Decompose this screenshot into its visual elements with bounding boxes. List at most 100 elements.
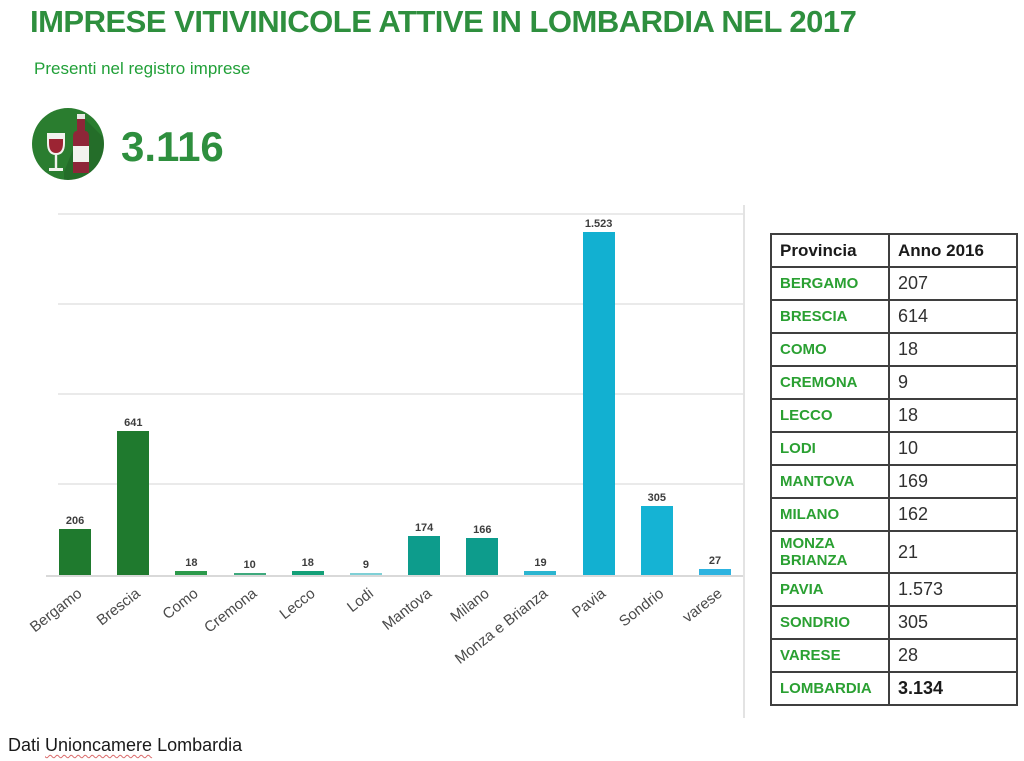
bar-slot-sondrio: 305 Sondrio <box>616 206 686 630</box>
x-axis-label: Milano <box>447 585 493 626</box>
table-header-row: Provincia Anno 2016 <box>770 233 1018 268</box>
table-body: BERGAMO 207 BRESCIA 614 COMO 18 CREMONA 9 LECCO 1… <box>770 266 1018 706</box>
value-cell: 9 <box>888 365 1018 400</box>
bar <box>233 572 266 575</box>
bar-value-label: 1.523 <box>584 218 613 231</box>
table-row: MANTOVA 169 <box>770 464 1018 499</box>
table-row: BRESCIA 614 <box>770 299 1018 334</box>
province-cell: COMO <box>770 332 890 367</box>
bar <box>640 506 673 575</box>
bar-value-label: 305 <box>647 492 666 505</box>
bar-slot-cremona: 10 Cremona <box>201 206 279 636</box>
province-cell: LECCO <box>770 398 890 433</box>
bar <box>698 568 731 575</box>
value-cell: 28 <box>888 638 1018 673</box>
gridline <box>58 393 744 395</box>
bar-value-label: 206 <box>65 514 85 527</box>
value-cell: 18 <box>888 332 1018 367</box>
x-axis-label: Mantova <box>378 585 435 634</box>
gridline <box>58 303 744 305</box>
bar <box>117 430 150 575</box>
bar-value-label: 18 <box>185 556 198 569</box>
bar <box>349 572 382 575</box>
x-axis-label: Lodi <box>343 585 377 616</box>
gridline <box>58 483 744 485</box>
bar-chart-plot: 206 Bergamo 641 Brescia 18 Como 10 Cremona 18 Lec… <box>27 206 744 668</box>
bar-slot-pavia: 1.523 Pavia <box>569 206 628 622</box>
bar <box>59 528 92 575</box>
table-row: LECCO 18 <box>770 398 1018 433</box>
value-cell: 18 <box>888 398 1018 433</box>
x-axis-label: Lecco <box>276 585 319 624</box>
bar-value-label: 174 <box>414 521 434 534</box>
source-note-prefix: Dati <box>8 735 46 755</box>
wine-bottle-shape <box>73 114 89 173</box>
bar-value-label: 166 <box>473 523 492 536</box>
province-table: Provincia Anno 2016 BERGAMO 207 BRESCIA 614… <box>770 233 1018 706</box>
page-title: IMPRESE VITIVINICOLE ATTIVE IN LOMBARDIA… <box>30 4 857 39</box>
value-cell: 21 <box>888 530 1018 574</box>
bar <box>408 535 441 575</box>
bar <box>582 232 615 575</box>
bar-value-label: 10 <box>243 558 256 571</box>
wine-glass-shape <box>47 133 65 171</box>
bar <box>466 537 499 575</box>
bar <box>175 570 208 575</box>
province-cell: MILANO <box>770 497 890 532</box>
table-row: COMO 18 <box>770 332 1018 367</box>
kpi-total: 3.116 <box>30 106 224 187</box>
bar-slot-lodi: 9 Lodi <box>337 206 395 616</box>
table-row: LOMBARDIA 3.134 <box>770 671 1018 706</box>
gridline <box>58 213 744 215</box>
bar-value-label: 9 <box>362 558 369 571</box>
table-row: VARESE 28 <box>770 638 1018 673</box>
bar-value-label: 19 <box>534 556 547 569</box>
bar <box>524 570 557 575</box>
x-axis-label: Pavia <box>569 585 610 622</box>
bar-slot-milano: 166 Milano <box>447 206 511 626</box>
province-cell: LODI <box>770 431 890 466</box>
value-cell: 169 <box>888 464 1018 499</box>
total-count-value: 3.116 <box>121 122 224 170</box>
bar-slot-varese: 27 varese <box>679 206 744 626</box>
bar-slot-mantova: 174 Mantova <box>379 206 453 634</box>
table-row: PAVIA 1.573 <box>770 572 1018 607</box>
bar-value-label: 641 <box>124 416 143 429</box>
source-note-suffix: Lombardia <box>152 735 243 755</box>
bar-slot-bergamo: 206 Bergamo <box>27 206 104 636</box>
bar-slot-brescia: 641 Brescia <box>94 206 162 629</box>
province-cell: BERGAMO <box>770 266 890 301</box>
province-cell: CREMONA <box>770 365 890 400</box>
province-table-container: Provincia Anno 2016 BERGAMO 207 BRESCIA 614… <box>770 233 1018 706</box>
bar-slot-monza-e-brianza: 19 Monza e Brianza <box>452 206 569 668</box>
bar-value-label: 27 <box>708 554 722 567</box>
bar-slot-como: 18 Como <box>160 206 220 623</box>
table-row: LODI 10 <box>770 431 1018 466</box>
table-row: MILANO 162 <box>770 497 1018 532</box>
province-cell: MANTOVA <box>770 464 890 499</box>
source-note: Dati Unioncamere Lombardia <box>8 735 242 756</box>
page-subtitle: Presenti nel registro imprese <box>34 59 251 78</box>
table-row: SONDRIO 305 <box>770 605 1018 640</box>
x-axis-label: Cremona <box>200 585 261 637</box>
value-cell: 10 <box>888 431 1018 466</box>
wine-bottle-and-glass-icon <box>30 106 106 187</box>
table-row: CREMONA 9 <box>770 365 1018 400</box>
province-cell: MONZA BRIANZA <box>770 530 890 574</box>
value-cell: 305 <box>888 605 1018 640</box>
value-cell: 162 <box>888 497 1018 532</box>
x-axis-label: Sondrio <box>616 585 668 631</box>
table-row: MONZA BRIANZA 21 <box>770 530 1018 574</box>
value-cell: 614 <box>888 299 1018 334</box>
value-cell: 3.134 <box>888 671 1018 706</box>
value-cell: 207 <box>888 266 1018 301</box>
source-note-underlined-word: Unioncamere <box>45 735 153 755</box>
province-cell: VARESE <box>770 638 890 673</box>
bar-value-label: 18 <box>301 556 314 569</box>
column-header-anno-2016: Anno 2016 <box>888 233 1018 268</box>
chart-table-divider <box>743 205 745 718</box>
x-axis-label: Como <box>159 585 202 624</box>
x-axis-label: varese <box>679 585 726 627</box>
province-cell: PAVIA <box>770 572 890 607</box>
column-header-provincia: Provincia <box>770 233 890 268</box>
